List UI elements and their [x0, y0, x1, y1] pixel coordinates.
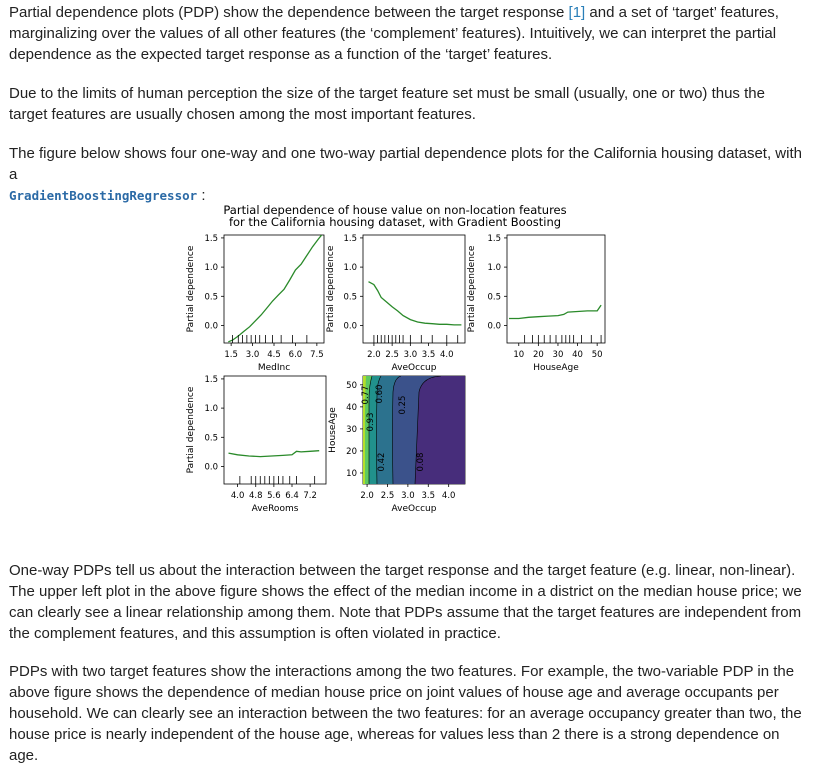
- y-tick-label: 20: [346, 447, 357, 457]
- contour-line-midhigh: [376, 376, 382, 484]
- contour-label: 0.60: [375, 385, 385, 404]
- contour-label: 0.08: [416, 453, 426, 472]
- reference-link[interactable]: [1]: [568, 4, 586, 21]
- x-tick-label: 3.0: [246, 350, 260, 360]
- contour-line-high: [368, 376, 373, 484]
- subplot-medinc: 0.0 0.5 1.0 1.5 1.5 3.0 4.5 6.0 7.5 MedInc Partial…: [186, 234, 325, 373]
- pdp-figure: Partial dependence of house value on non…: [186, 203, 606, 514]
- y-axis-label: Partial dependence: [467, 245, 477, 332]
- x-axis-label: MedInc: [258, 363, 290, 373]
- y-tick-label: 1.0: [343, 263, 357, 273]
- y-tick-label: 1.5: [204, 234, 218, 244]
- y-tick-label: 0.0: [204, 321, 218, 331]
- y-tick-label: 0.5: [204, 292, 218, 302]
- y-tick-label: 40: [346, 403, 357, 413]
- figure-title-line1: Partial dependence of house value on non…: [223, 203, 566, 217]
- x-tick-label: 5.6: [267, 491, 281, 501]
- oneway-paragraph: One-way PDPs tell us about the interacti…: [9, 562, 802, 642]
- contour-region-high: [363, 376, 372, 484]
- x-axis-label: AveOccup: [392, 504, 437, 514]
- x-tick-label: 6.0: [289, 350, 303, 360]
- contour-line-mid: [392, 376, 402, 484]
- x-axis-label: HouseAge: [533, 363, 579, 373]
- x-tick-label: 30: [553, 350, 564, 360]
- y-tick-label: 10: [346, 469, 357, 479]
- contour-label: 0.42: [377, 453, 387, 472]
- axes-frame: [223, 375, 327, 485]
- x-tick-label: 2.0: [360, 491, 374, 501]
- y-tick-label: 1.0: [204, 263, 218, 273]
- y-axis-label: Partial dependence: [186, 245, 196, 332]
- x-tick-label: 50: [592, 350, 603, 360]
- x-axis-label: AveOccup: [392, 363, 437, 373]
- x-tick-label: 4.5: [267, 350, 281, 360]
- y-tick-label: 0.5: [343, 292, 357, 302]
- x-tick-label: 2.5: [381, 491, 395, 501]
- pd-series-line: [228, 450, 320, 458]
- y-tick-label: 50: [346, 381, 357, 391]
- intro-paragraph: Partial dependence plots (PDP) show the …: [9, 2, 804, 65]
- x-tick-label: 2.0: [367, 350, 381, 360]
- x-tick-label: 1.5: [224, 350, 238, 360]
- axes-frame: [362, 234, 466, 344]
- y-axis-label: HouseAge: [328, 407, 338, 453]
- figure-intro-paragraph: The figure below shows four one-way and …: [9, 143, 804, 206]
- pd-series-line: [509, 304, 602, 320]
- intro-text-continued: and a set of ‘target’ features, marginal…: [9, 4, 779, 63]
- twoway-paragraph: PDPs with two target features show the i…: [9, 663, 802, 764]
- x-tick-label: 20: [533, 350, 544, 360]
- contour-line-low: [414, 376, 442, 484]
- contour-label: 0.77: [361, 386, 371, 405]
- x-tick-label: 3.0: [401, 491, 415, 501]
- x-tick-label: 7.2: [303, 491, 317, 501]
- contour-region-highest: [363, 376, 366, 484]
- y-axis-label: Partial dependence: [326, 245, 336, 332]
- y-tick-label: 0.5: [487, 292, 501, 302]
- x-tick-label: 6.4: [285, 491, 299, 501]
- figure-intro-text: The figure below shows four one-way and …: [9, 145, 802, 183]
- y-tick-label: 0.0: [204, 462, 218, 472]
- x-tick-label: 4.0: [442, 491, 456, 501]
- subplot-averooms: 0.0 0.5 1.0 1.5 4.0 4.8 5.6 6.4 7.2 AveRooms Parti…: [186, 375, 327, 514]
- x-axis-label: AveRooms: [252, 504, 299, 514]
- x-tick-label: 40: [572, 350, 583, 360]
- x-tick-label: 3.5: [422, 491, 436, 501]
- y-tick-label: 30: [346, 425, 357, 435]
- y-tick-label: 0.5: [204, 433, 218, 443]
- y-tick-label: 0.0: [487, 321, 501, 331]
- y-tick-label: 1.5: [204, 375, 218, 385]
- gbr-code-link[interactable]: GradientBoostingRegressor: [9, 188, 198, 203]
- contour-regions: [363, 376, 465, 484]
- figure-title-line2: for the California housing dataset, with…: [229, 215, 561, 229]
- perception-paragraph: Due to the limits of human perception th…: [9, 85, 765, 123]
- x-tick-label: 4.0: [231, 491, 245, 501]
- x-tick-label: 10: [513, 350, 524, 360]
- y-tick-label: 1.5: [343, 234, 357, 244]
- x-tick-label: 4.0: [440, 350, 454, 360]
- axes-frame: [506, 234, 606, 344]
- x-tick-label: 3.0: [404, 350, 418, 360]
- y-tick-label: 1.0: [487, 263, 501, 273]
- subplot-houseage: 0.0 0.5 1.0 1.5 10 20 30 40 50 HouseAge Partial de…: [467, 234, 606, 373]
- contour-label: 0.93: [366, 413, 376, 432]
- y-tick-label: 0.0: [343, 321, 357, 331]
- y-tick-label: 1.0: [204, 404, 218, 414]
- intro-text: Partial dependence plots (PDP) show the …: [9, 4, 569, 21]
- x-tick-label: 2.5: [385, 350, 399, 360]
- y-axis-label: Partial dependence: [186, 386, 196, 473]
- contour-label: 0.25: [398, 396, 408, 415]
- x-tick-label: 4.8: [249, 491, 263, 501]
- pd-series-line: [368, 281, 462, 326]
- figure-intro-end: :: [197, 187, 206, 204]
- y-tick-label: 1.5: [487, 234, 501, 244]
- x-tick-label: 3.5: [422, 350, 436, 360]
- pd-series-line: [228, 235, 323, 343]
- x-tick-label: 7.5: [310, 350, 324, 360]
